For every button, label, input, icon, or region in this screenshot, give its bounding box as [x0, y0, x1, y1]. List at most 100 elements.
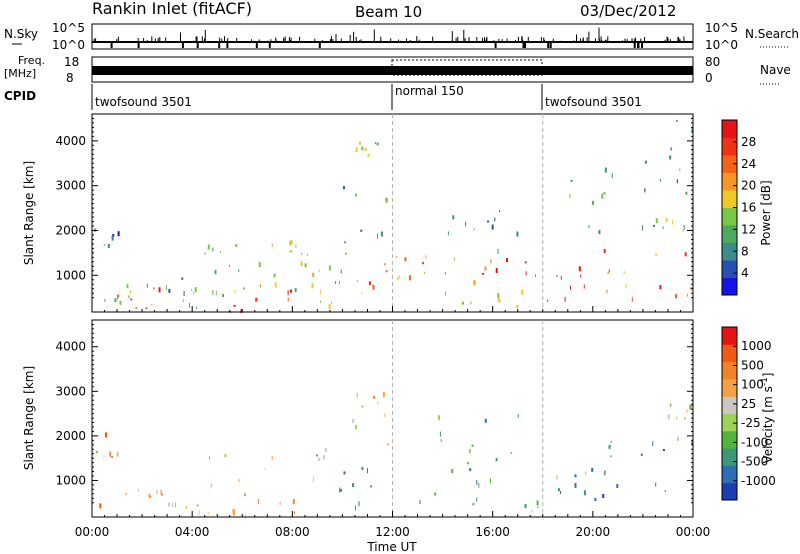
power-cell: [104, 298, 106, 302]
power-cell: [570, 285, 572, 290]
velocity-cell: [684, 417, 686, 420]
velocity-colorbar-swatch: [722, 361, 737, 380]
power-cell: [146, 283, 148, 288]
power-cell: [320, 289, 322, 295]
power-cell: [495, 268, 498, 273]
velocity-cell: [560, 491, 561, 494]
power-cell: [604, 167, 607, 173]
power-cell: [560, 275, 562, 280]
velocity-cell: [591, 467, 594, 472]
power-cell: [289, 250, 292, 253]
velocity-heatmap: [95, 392, 694, 520]
cpid-mode-1: twofsound 3501: [95, 95, 192, 109]
velocity-colorbar-label: Velocity [m s-1]: [760, 373, 775, 464]
power-cell: [117, 294, 120, 298]
power-cell: [487, 220, 490, 223]
power-cell: [204, 252, 206, 255]
power-cell: [687, 293, 688, 297]
velocity-cell: [358, 501, 360, 507]
velocity-cell: [279, 501, 281, 505]
power-cell: [535, 274, 536, 277]
velocity-cell: [160, 493, 163, 496]
power-cell: [484, 266, 487, 271]
power-cell: [569, 193, 571, 199]
power-cell: [404, 257, 407, 262]
freq-tick-bottom: 8: [66, 71, 74, 85]
power-cell: [300, 261, 303, 267]
power-cell: [611, 173, 613, 179]
velocity-colorbar: Velocity [m s-1] 1000 500 100 25 -25 -100 -500…: [721, 326, 776, 501]
power-cell: [294, 288, 297, 293]
velocity-cell: [469, 449, 472, 452]
time-axis: 00:00 04:00 08:00 12:00 16:00 20:00 00:00: [75, 525, 711, 539]
power-cell: [240, 309, 243, 313]
power-cell: [672, 219, 674, 225]
power-cell: [653, 225, 655, 227]
velocity-cell: [168, 502, 171, 507]
velocity-cell: [583, 490, 586, 496]
power-cell: [499, 210, 501, 213]
velocity-cell: [510, 452, 512, 455]
velocity-cell: [361, 467, 364, 471]
velocity-cell: [257, 499, 259, 504]
power-cell: [684, 252, 687, 257]
power-cell: [129, 289, 131, 294]
nave-series: [391, 59, 543, 76]
power-colorbar-tick-label: 16: [741, 201, 756, 215]
power-cell: [470, 301, 472, 305]
velocity-cell: [238, 479, 240, 482]
velocity-cell: [451, 469, 454, 474]
velocity-cell: [109, 451, 112, 457]
power-cell: [424, 271, 426, 274]
power-cell: [374, 142, 376, 145]
power-cell: [644, 160, 647, 164]
freq-label: Freq.: [18, 54, 45, 67]
velocity-cell: [312, 477, 314, 482]
power-cell: [258, 262, 261, 268]
power-cell: [591, 200, 594, 205]
velocity-cell: [95, 451, 98, 453]
velocity-cell: [471, 444, 474, 447]
power-cell: [465, 221, 467, 227]
power-cell: [675, 294, 677, 299]
freq-unit: [MHz]: [4, 67, 36, 80]
range-tick-label: 3000: [55, 384, 86, 398]
time-tick-label: 16:00: [475, 525, 510, 539]
power-cell: [242, 287, 245, 290]
power-cell: [397, 277, 399, 281]
range-tick-label: 1000: [55, 268, 86, 282]
velocity-cell: [209, 456, 210, 459]
power-cell: [182, 299, 184, 303]
power-cell: [556, 274, 558, 277]
power-cell: [222, 294, 225, 298]
velocity-cell: [476, 479, 478, 485]
power-colorbar-swatch: [722, 242, 737, 261]
velocity-colorbar-swatch: [722, 344, 737, 363]
power-cell: [152, 287, 155, 290]
power-cell: [462, 301, 464, 305]
velocity-cell: [105, 432, 107, 438]
velocity-cell: [356, 392, 358, 398]
velocity-colorbar-tick-label: -100: [741, 435, 768, 449]
power-cell: [506, 258, 508, 263]
velocity-cell: [677, 436, 679, 441]
power-colorbar-label: Power [dB]: [759, 180, 773, 245]
power-cell: [422, 262, 424, 265]
power-cell: [642, 225, 643, 231]
velocity-colorbar-frame: [721, 326, 738, 501]
nsky-tick-bottom: 10^0: [52, 38, 85, 52]
nave-label: Nave: [760, 63, 791, 77]
velocity-cell: [439, 431, 441, 437]
power-cell: [676, 179, 678, 184]
time-axis-label: Time UT: [366, 540, 417, 554]
velocity-colorbar-swatch: [722, 482, 737, 501]
velocity-cell: [531, 510, 533, 513]
power-cell: [662, 226, 664, 230]
power-cell: [166, 285, 167, 291]
power-cell: [655, 253, 658, 256]
velocity-colorbar-swatch: [722, 465, 737, 484]
power-cell: [356, 280, 358, 282]
power-cell: [660, 178, 661, 182]
velocity-cell: [207, 511, 209, 514]
power-cell: [655, 218, 658, 224]
